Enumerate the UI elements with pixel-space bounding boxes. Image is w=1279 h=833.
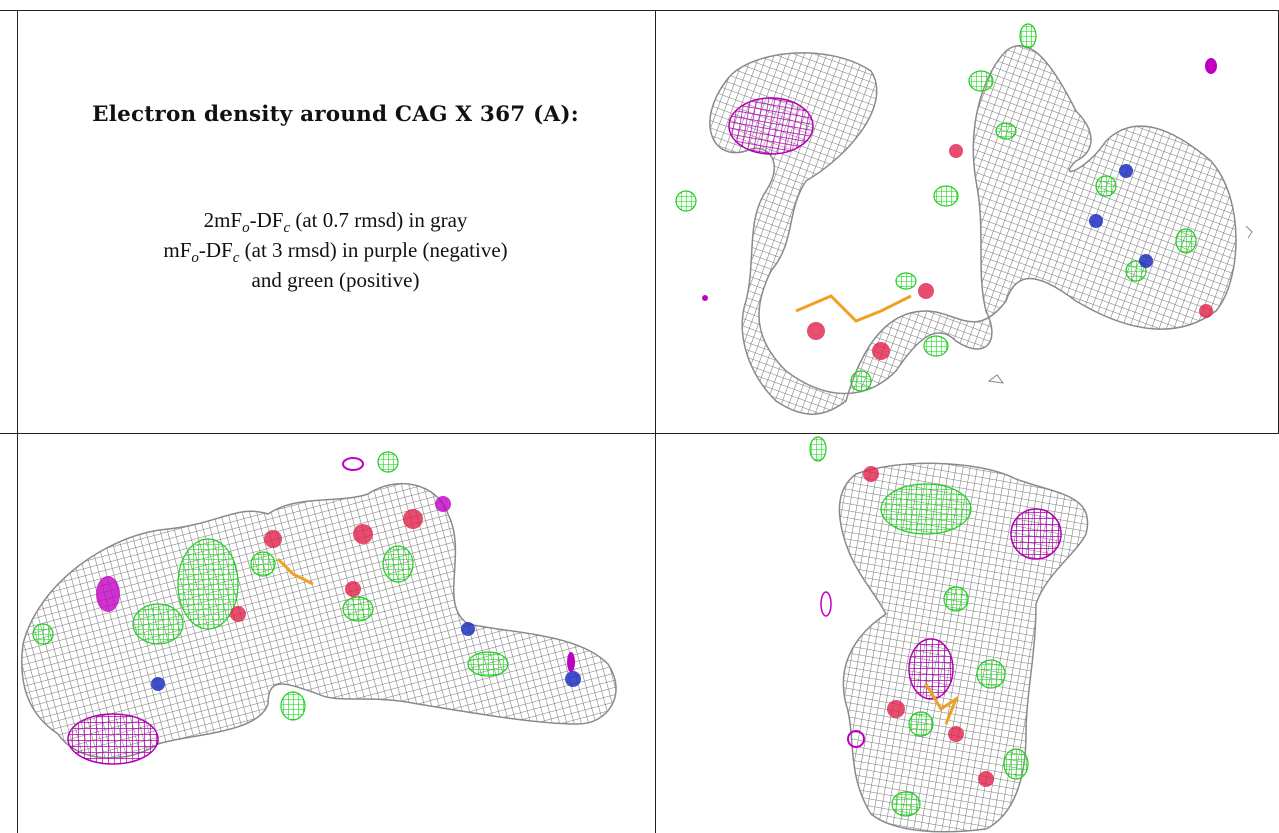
positive-density-blobs — [32, 451, 509, 721]
caption-cell: Electron density around CAG X 367 (A): 2… — [18, 10, 653, 432]
table-border-top — [0, 10, 1279, 11]
gray-mesh-body — [21, 482, 617, 759]
atom-highlights — [863, 466, 994, 787]
legend-line-colors: and green (positive) — [251, 268, 420, 292]
gray-mesh-body — [709, 44, 1237, 415]
density-panel-bottom-right — [656, 434, 1279, 833]
atom-highlights — [151, 509, 581, 691]
table-border-center — [655, 10, 656, 833]
negative-density-blob — [728, 97, 814, 155]
figure-title: Electron density around CAG X 367 (A): — [92, 102, 579, 127]
table-border-middle — [0, 433, 1279, 434]
density-panel-top-right — [656, 11, 1278, 433]
legend-line-mfo: mFo-DFc (at 3 rmsd) in purple (negative) — [163, 238, 508, 266]
atom-highlights — [795, 144, 1213, 360]
negative-density-blob — [908, 638, 954, 700]
positive-density-blobs — [675, 23, 1197, 392]
negative-density-blob — [67, 713, 159, 765]
table-border-left — [17, 10, 18, 833]
legend-line-2mfo: 2mFo-DFc (at 0.7 rmsd) in gray — [203, 208, 468, 236]
figure-legend: 2mFo-DFc (at 0.7 rmsd) in gray mFo-DFc (… — [18, 205, 653, 295]
density-panel-bottom-left — [18, 434, 655, 833]
positive-density-blobs — [809, 436, 1029, 817]
